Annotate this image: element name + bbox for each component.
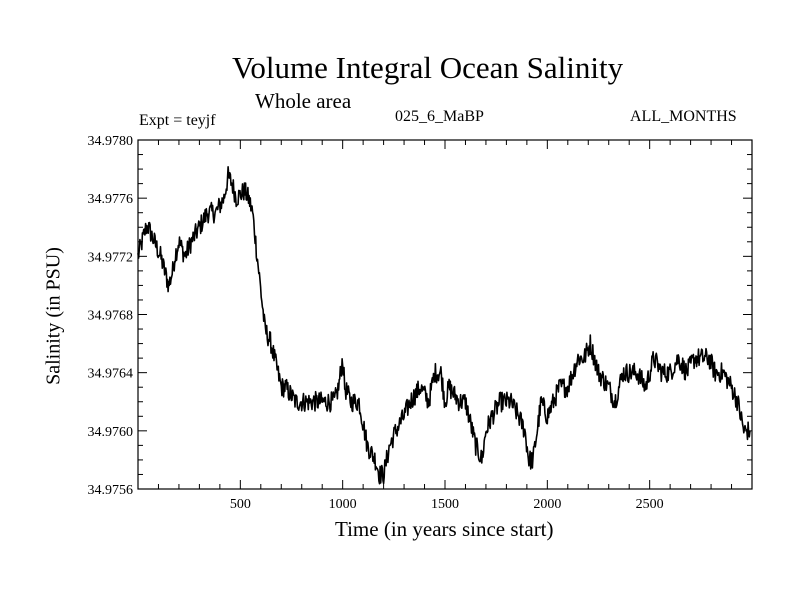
experiment-label: Expt = teyjf	[139, 112, 216, 129]
months-label: ALL_MONTHS	[630, 108, 737, 125]
y-tick-label: 34.9780	[88, 134, 134, 149]
y-tick-label: 34.9768	[88, 309, 134, 324]
x-axis-label: Time (in years since start)	[335, 517, 554, 541]
x-tick-label: 1000	[329, 497, 357, 512]
x-tick-label: 500	[230, 497, 251, 512]
y-tick-label: 34.9776	[88, 192, 134, 207]
series-line	[137, 166, 751, 485]
axis-ticks: 500 1000 1500 2000 2500 34.9780 34.9776 34.9772…	[88, 134, 752, 512]
y-tick-label: 34.9772	[88, 250, 134, 265]
y-tick-label: 34.9760	[88, 425, 134, 440]
series-layer	[137, 166, 751, 485]
x-tick-label: 2000	[533, 497, 561, 512]
plot-frame	[137, 139, 753, 490]
y-tick-label: 34.9764	[88, 367, 134, 382]
y-tick-label: 34.9756	[88, 483, 134, 498]
chart-title: Volume Integral Ocean Salinity	[232, 50, 624, 85]
chart-subtitle: Whole area	[255, 89, 352, 113]
x-tick-label: 1500	[431, 497, 459, 512]
x-tick-label: 2500	[636, 497, 664, 512]
run-label: 025_6_MaBP	[395, 108, 484, 125]
